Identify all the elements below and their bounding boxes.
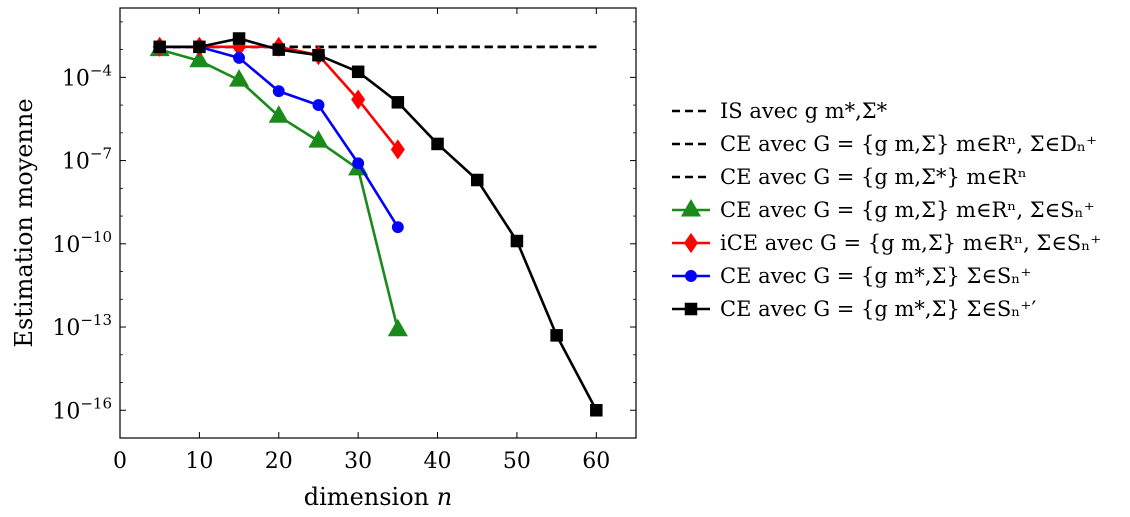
plot-frame xyxy=(119,7,637,439)
series-3 xyxy=(149,38,408,337)
data-point xyxy=(233,51,246,64)
y-tick-label: 10−13 xyxy=(52,311,112,341)
data-point xyxy=(312,99,325,112)
data-point xyxy=(387,318,408,337)
x-axis-title: dimension n xyxy=(304,483,452,511)
x-tick-label: 30 xyxy=(344,449,372,474)
y-tick-label: 10−10 xyxy=(52,228,112,258)
legend-label: CE avec G = {g m*,Σ} Σ∈Sₙ⁺ xyxy=(720,264,1031,288)
data-point xyxy=(268,105,289,123)
x-tick-label: 20 xyxy=(265,449,293,474)
data-point xyxy=(510,234,524,248)
legend-label: iCE avec G = {g m,Σ} m∈Rⁿ, Σ∈Sₙ⁺ xyxy=(720,231,1101,255)
series-line xyxy=(159,37,598,411)
legend-label: CE avec G = {g m,Σ} m∈Rⁿ, Σ∈Dₙ⁺ xyxy=(720,132,1097,156)
legend-entry: CE avec G = {g m,Σ} m∈Rⁿ, Σ∈Sₙ⁺ xyxy=(672,198,1095,222)
data-point xyxy=(550,329,563,342)
x-tick-label: 40 xyxy=(424,449,452,474)
axes: 0 10 20 30 40 50 60 10−4 10−7 10−10 10−13 10−16 dime… xyxy=(10,7,637,511)
x-tick-label: 10 xyxy=(185,449,213,474)
data-point xyxy=(232,32,246,45)
data-point xyxy=(391,96,405,109)
data-point xyxy=(391,221,404,234)
legend-label: CE avec G = {g m,Σ} m∈Rⁿ, Σ∈Sₙ⁺ xyxy=(720,198,1095,222)
data-point xyxy=(153,40,166,54)
data-point xyxy=(312,48,325,62)
data-point xyxy=(352,157,365,170)
data-point xyxy=(272,43,286,56)
data-point xyxy=(351,65,365,79)
legend-marker xyxy=(680,198,702,217)
legend-entry: CE avec G = {g m*,Σ} Σ∈Sₙ⁺′ xyxy=(672,297,1036,321)
legend-entry: CE avec G = {g m,Σ} m∈Rⁿ, Σ∈Dₙ⁺ xyxy=(672,132,1097,156)
data-point xyxy=(193,40,206,54)
y-axis-title: Estimation moyenne xyxy=(10,98,38,347)
data-point xyxy=(470,173,484,187)
legend-marker xyxy=(685,270,697,282)
data-point xyxy=(189,49,210,68)
x-tick-label: 60 xyxy=(582,449,610,474)
series-layer xyxy=(149,32,603,417)
y-tick-label: 10−7 xyxy=(62,145,112,175)
legend-label: IS avec g m*,Σ* xyxy=(720,99,888,123)
data-point xyxy=(308,130,329,148)
legend-entry: iCE avec G = {g m,Σ} m∈Rⁿ, Σ∈Sₙ⁺ xyxy=(672,231,1101,255)
series-6 xyxy=(153,32,603,417)
legend-marker xyxy=(684,302,698,316)
legend: IS avec g m*,Σ* CE avec G = {g m,Σ} m∈Rⁿ,… xyxy=(672,99,1101,321)
data-point xyxy=(431,137,444,151)
legend-marker xyxy=(683,232,699,254)
data-point xyxy=(229,69,250,87)
legend-entry: IS avec g m*,Σ* xyxy=(672,99,888,123)
legend-entry: CE avec G = {g m*,Σ} Σ∈Sₙ⁺ xyxy=(672,264,1031,288)
data-point xyxy=(272,85,285,98)
data-point xyxy=(590,403,603,417)
legend-label: CE avec G = {g m*,Σ} Σ∈Sₙ⁺′ xyxy=(720,297,1036,321)
x-tick-label: 0 xyxy=(113,449,127,474)
data-point xyxy=(390,139,405,160)
y-tick-label: 10−16 xyxy=(52,394,112,424)
y-tick-label: 10−4 xyxy=(62,61,112,91)
legend-label: CE avec G = {g m,Σ*} m∈Rⁿ xyxy=(720,165,1027,189)
x-tick-label: 50 xyxy=(503,449,531,474)
data-point xyxy=(351,89,366,110)
legend-entry: CE avec G = {g m,Σ*} m∈Rⁿ xyxy=(672,165,1027,189)
